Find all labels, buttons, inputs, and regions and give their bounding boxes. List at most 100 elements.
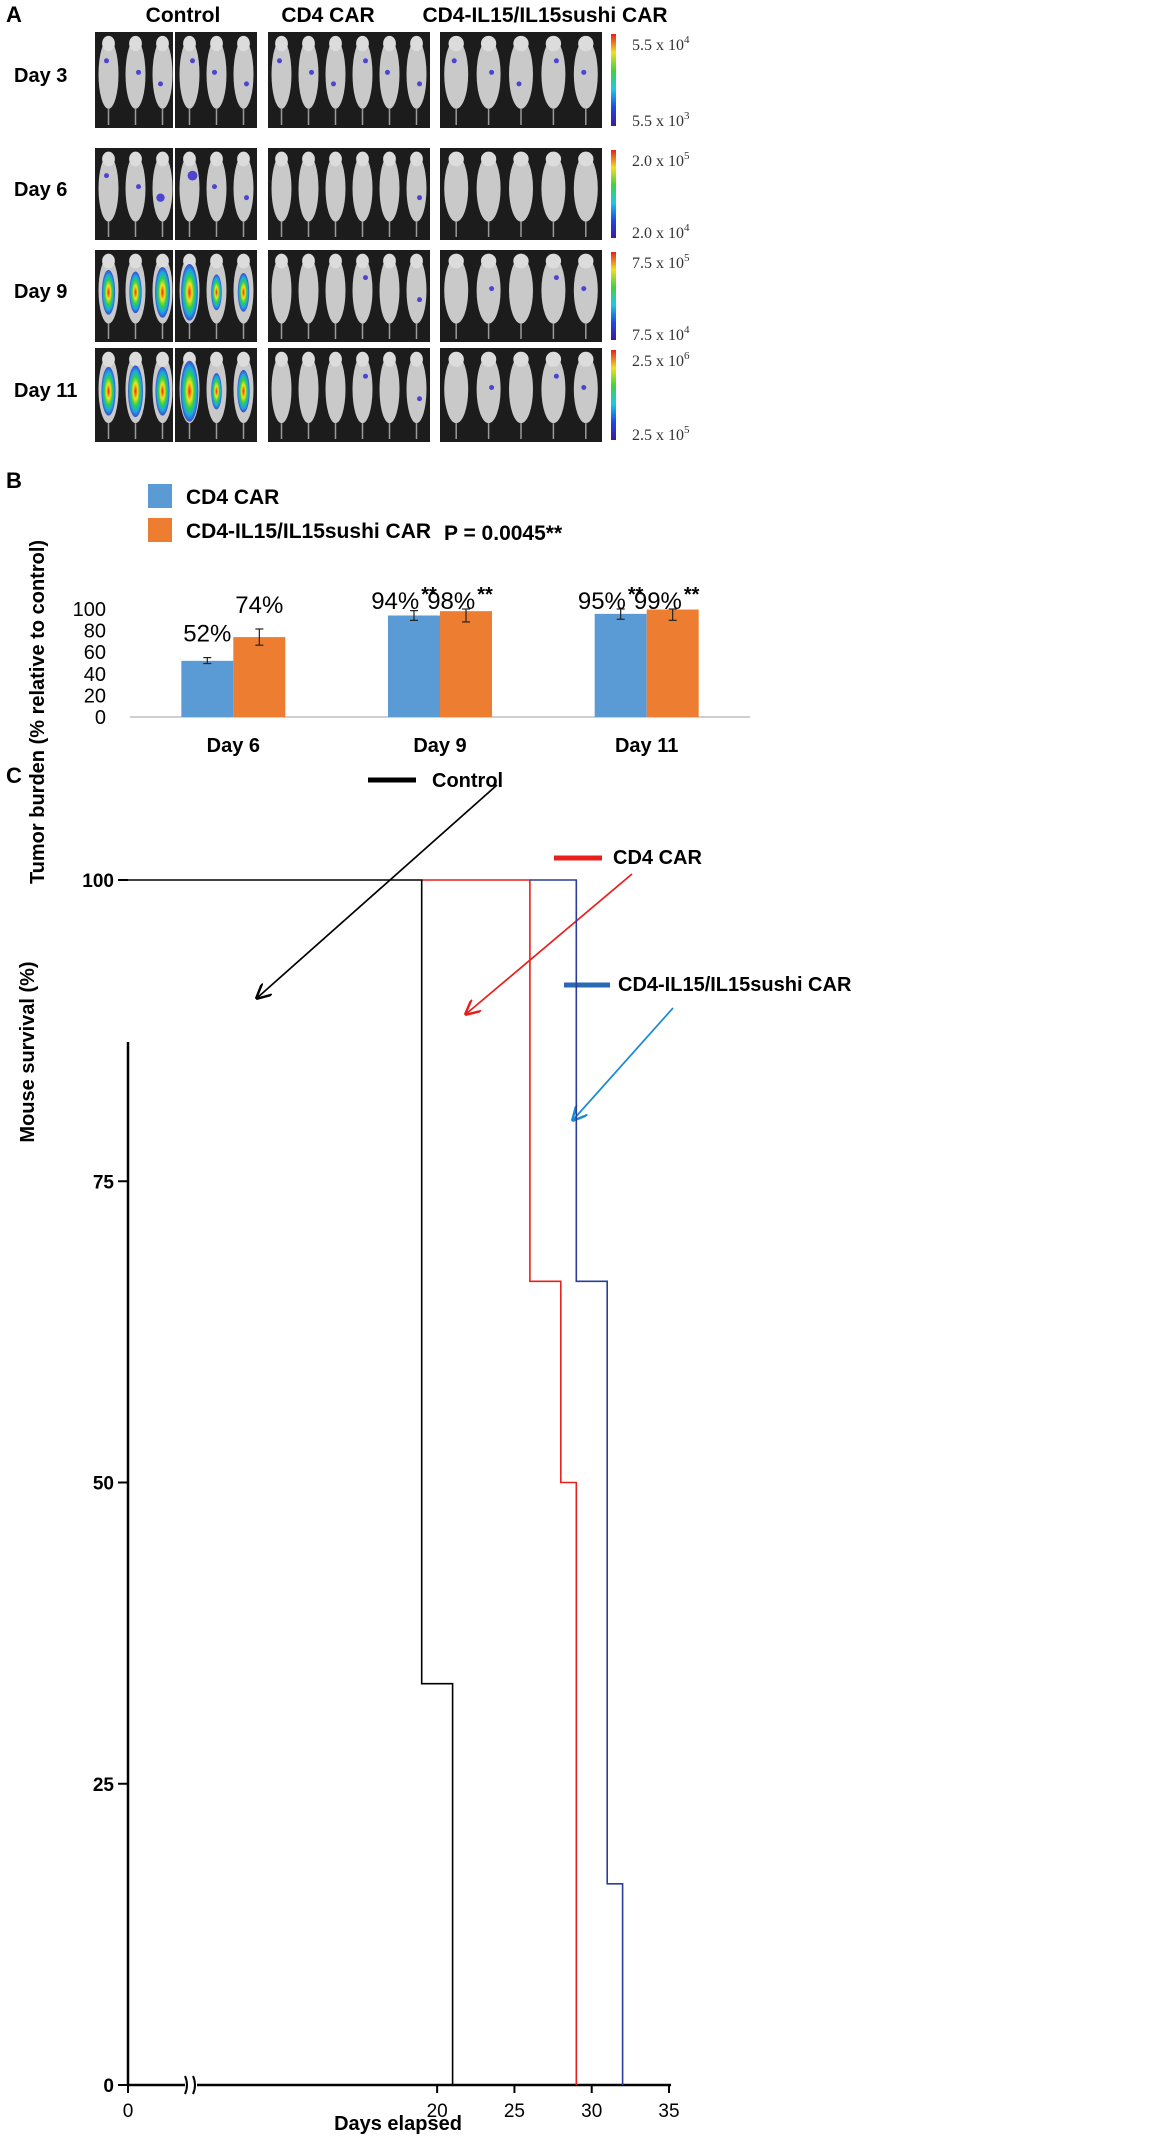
mouse [325,155,346,222]
tumor-signal [553,373,559,379]
mouse-head [410,351,423,367]
tumor-signal [363,275,368,281]
mouse-head [237,151,250,167]
tumor-signal [158,81,163,87]
mouse-head [578,35,594,52]
mouse [298,257,319,324]
tumor-signal [309,69,314,75]
tumor-signal [156,193,165,202]
mouse-head [102,35,115,52]
mouse [476,39,501,109]
y-tick-label: 25 [93,1775,115,1796]
x-tick-label: Day 6 [207,735,260,757]
mouse-head [329,151,342,167]
mouse [509,155,533,222]
mouse-head [156,351,169,367]
mouse [352,257,373,324]
mouse-head [156,35,169,52]
tumor-signal [553,275,559,281]
mouse [206,155,227,222]
scale-min-label: 5.5 x 103 [632,110,690,130]
y-tick-label: 75 [93,1172,115,1193]
mouse [352,39,373,109]
mouse-head [383,253,396,269]
imaging-frame [268,148,430,240]
mouse [509,257,533,324]
mouse [325,257,346,324]
tumor-signal [385,69,390,75]
mouse-head [410,253,423,269]
mouse-head [410,151,423,167]
mouse-head [156,253,169,269]
mouse-head [156,151,169,167]
p-value-annotation: P = 0.0045** [444,522,563,545]
col-header-control: Control [146,4,221,27]
mouse-head [448,351,464,367]
scale-max-label: 7.5 x 105 [632,252,690,272]
axis-break-mark [184,2075,188,2095]
tumor-signal [129,271,142,314]
tumor-signal [417,195,422,201]
legend-label-cd4-il15-car: CD4-IL15/IL15sushi CAR [186,520,431,543]
color-scale-bar [611,150,616,238]
mouse-head [275,35,288,52]
legend-b: CD4 CAR CD4-IL15/IL15sushi CAR P = 0.004… [148,484,563,545]
tumor-signal [136,184,141,190]
tumor-signal [101,269,116,315]
y-tick-label: 100 [82,871,114,892]
data-label: 98% ** [427,584,493,615]
mouse-head [237,253,250,269]
mouse [444,355,469,424]
survival-y-label: Mouse survival (%) [17,961,39,1142]
tumor-signal [581,384,587,390]
mouse [379,355,400,424]
tumor-signal [155,366,170,416]
mouse-head [329,351,342,367]
survival-line [128,879,454,2085]
mouse-head [448,253,464,269]
survival-x-label: Days elapsed [334,2113,462,2135]
mouse [325,39,346,109]
y-tick-label: 80 [84,621,106,643]
scale-min-label: 7.5 x 104 [632,324,690,344]
x-tick-label: Day 11 [615,735,678,757]
mouse-head [480,351,497,367]
bar [440,611,492,717]
mouse-head [578,151,594,167]
mouse-head [210,151,223,167]
day-label: Day 9 [14,281,67,303]
mouse [509,39,533,109]
day-label: Day 11 [14,380,77,402]
tumor-signal [489,286,495,292]
tumor-signal [553,58,559,64]
tumor-signal [516,81,522,87]
mouse-head [210,351,223,367]
bar [646,609,699,717]
mouse-head [545,351,562,367]
mouse-head [237,35,250,52]
x-tick-label: 25 [504,2101,525,2122]
bar [233,637,286,717]
mouse-head [275,151,288,167]
scale-min-label: 2.0 x 104 [632,222,690,242]
survival-line [529,879,624,2085]
mouse [541,257,566,324]
legend-swatch-cd4-il15-car [148,518,172,542]
mouse-head [102,151,115,167]
tumor-signal [489,69,495,75]
mouse [379,155,400,222]
bar [594,613,647,717]
mouse [271,355,292,424]
x-tick-label: 20 [427,2101,448,2122]
y-tick-label: 60 [84,642,106,664]
day-label: Day 6 [14,179,67,201]
x-tick-label: Day 9 [413,735,466,757]
tumor-signal [277,58,282,64]
tumor-signal [211,372,222,410]
mouse-head [480,253,497,269]
mouse [98,39,119,109]
col-header-cd4-car: CD4 CAR [281,4,374,27]
mouse [573,257,598,324]
mouse [152,39,173,109]
